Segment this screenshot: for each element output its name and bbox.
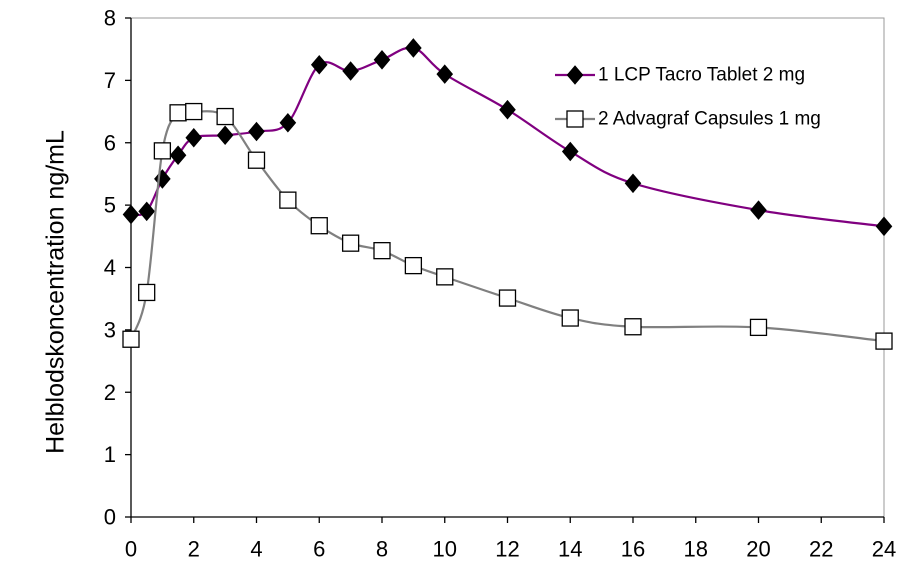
series-1-point — [875, 216, 893, 237]
series-2-point — [624, 318, 642, 336]
y-axis-label: Helblodskoncentration ng/mL — [42, 130, 70, 454]
series-1-point — [279, 113, 297, 133]
series-2-point — [279, 191, 297, 209]
y-tick-label: 6 — [104, 130, 116, 155]
y-tick-label: 1 — [104, 442, 116, 467]
x-tick-label: 20 — [746, 537, 770, 562]
series-1-point — [138, 201, 155, 222]
series-2-point — [373, 242, 391, 260]
series-1-point — [342, 61, 359, 81]
x-tick-label: 10 — [433, 537, 457, 562]
series-layer — [122, 38, 893, 350]
x-tick-label: 18 — [684, 537, 708, 562]
series-1-point — [122, 204, 140, 225]
series-1-point — [624, 173, 642, 194]
series-2-point — [169, 104, 187, 122]
y-tick-label: 2 — [104, 380, 116, 405]
series-1-point — [561, 141, 579, 162]
series-1-point — [499, 99, 516, 120]
y-tick-label: 0 — [104, 505, 116, 530]
x-tick-label: 6 — [313, 537, 325, 562]
x-tick-label: 0 — [125, 537, 137, 562]
series-1-point — [750, 200, 767, 220]
x-tick-label: 16 — [621, 537, 645, 562]
legend-item-2: 2 Advagraf Capsules 1 mg — [555, 109, 821, 130]
series-2-point — [561, 309, 579, 327]
series-2 — [122, 102, 893, 350]
series-1-point — [169, 145, 187, 165]
series-2-point — [153, 142, 172, 160]
x-tick-label: 14 — [558, 537, 582, 562]
x-tick-label: 2 — [188, 537, 200, 562]
x-tick-label: 12 — [495, 537, 519, 562]
series-1-point — [185, 127, 203, 148]
series-1 — [122, 38, 893, 237]
legend-label: 1 LCP Tacro Tablet 2 mg — [598, 65, 805, 86]
y-tick-label: 4 — [104, 255, 116, 280]
series-1-point — [436, 64, 454, 84]
series-2-point — [749, 318, 768, 337]
series-2-point — [310, 217, 328, 235]
series-2-point — [341, 234, 360, 252]
series-1-point — [248, 121, 265, 142]
y-tick-label: 3 — [104, 317, 116, 342]
legend-marker — [566, 65, 584, 85]
x-tick-label: 8 — [376, 537, 388, 562]
legend-label: 2 Advagraf Capsules 1 mg — [598, 109, 821, 130]
series-2-point — [247, 151, 266, 169]
x-tick-label: 22 — [809, 537, 833, 562]
plot-area-border — [130, 17, 885, 518]
y-axis-title: Helblodskoncentration ng/mL — [42, 130, 70, 454]
series-1-point — [216, 125, 234, 146]
series-2-point — [122, 330, 140, 348]
legend: 1 LCP Tacro Tablet 2 mg 2 Advagraf Capsul… — [555, 65, 821, 130]
y-tick-label: 8 — [104, 6, 116, 31]
y-tick-label: 5 — [104, 193, 116, 218]
series-1-point — [310, 55, 328, 75]
series-2-point — [875, 332, 893, 350]
x-tick-label: 24 — [872, 537, 896, 562]
series-2-point — [138, 283, 156, 302]
series-1-point — [373, 50, 391, 70]
series-1-point — [405, 38, 422, 58]
series-2-point — [216, 107, 234, 126]
x-tick-label: 4 — [250, 537, 262, 562]
legend-marker — [566, 110, 584, 128]
series-2-point — [185, 102, 203, 121]
series-2-point — [436, 268, 454, 286]
legend-item-1: 1 LCP Tacro Tablet 2 mg — [555, 65, 805, 86]
series-2-point — [498, 289, 517, 307]
y-tick-label: 7 — [104, 68, 116, 93]
series-2-point — [404, 256, 423, 275]
